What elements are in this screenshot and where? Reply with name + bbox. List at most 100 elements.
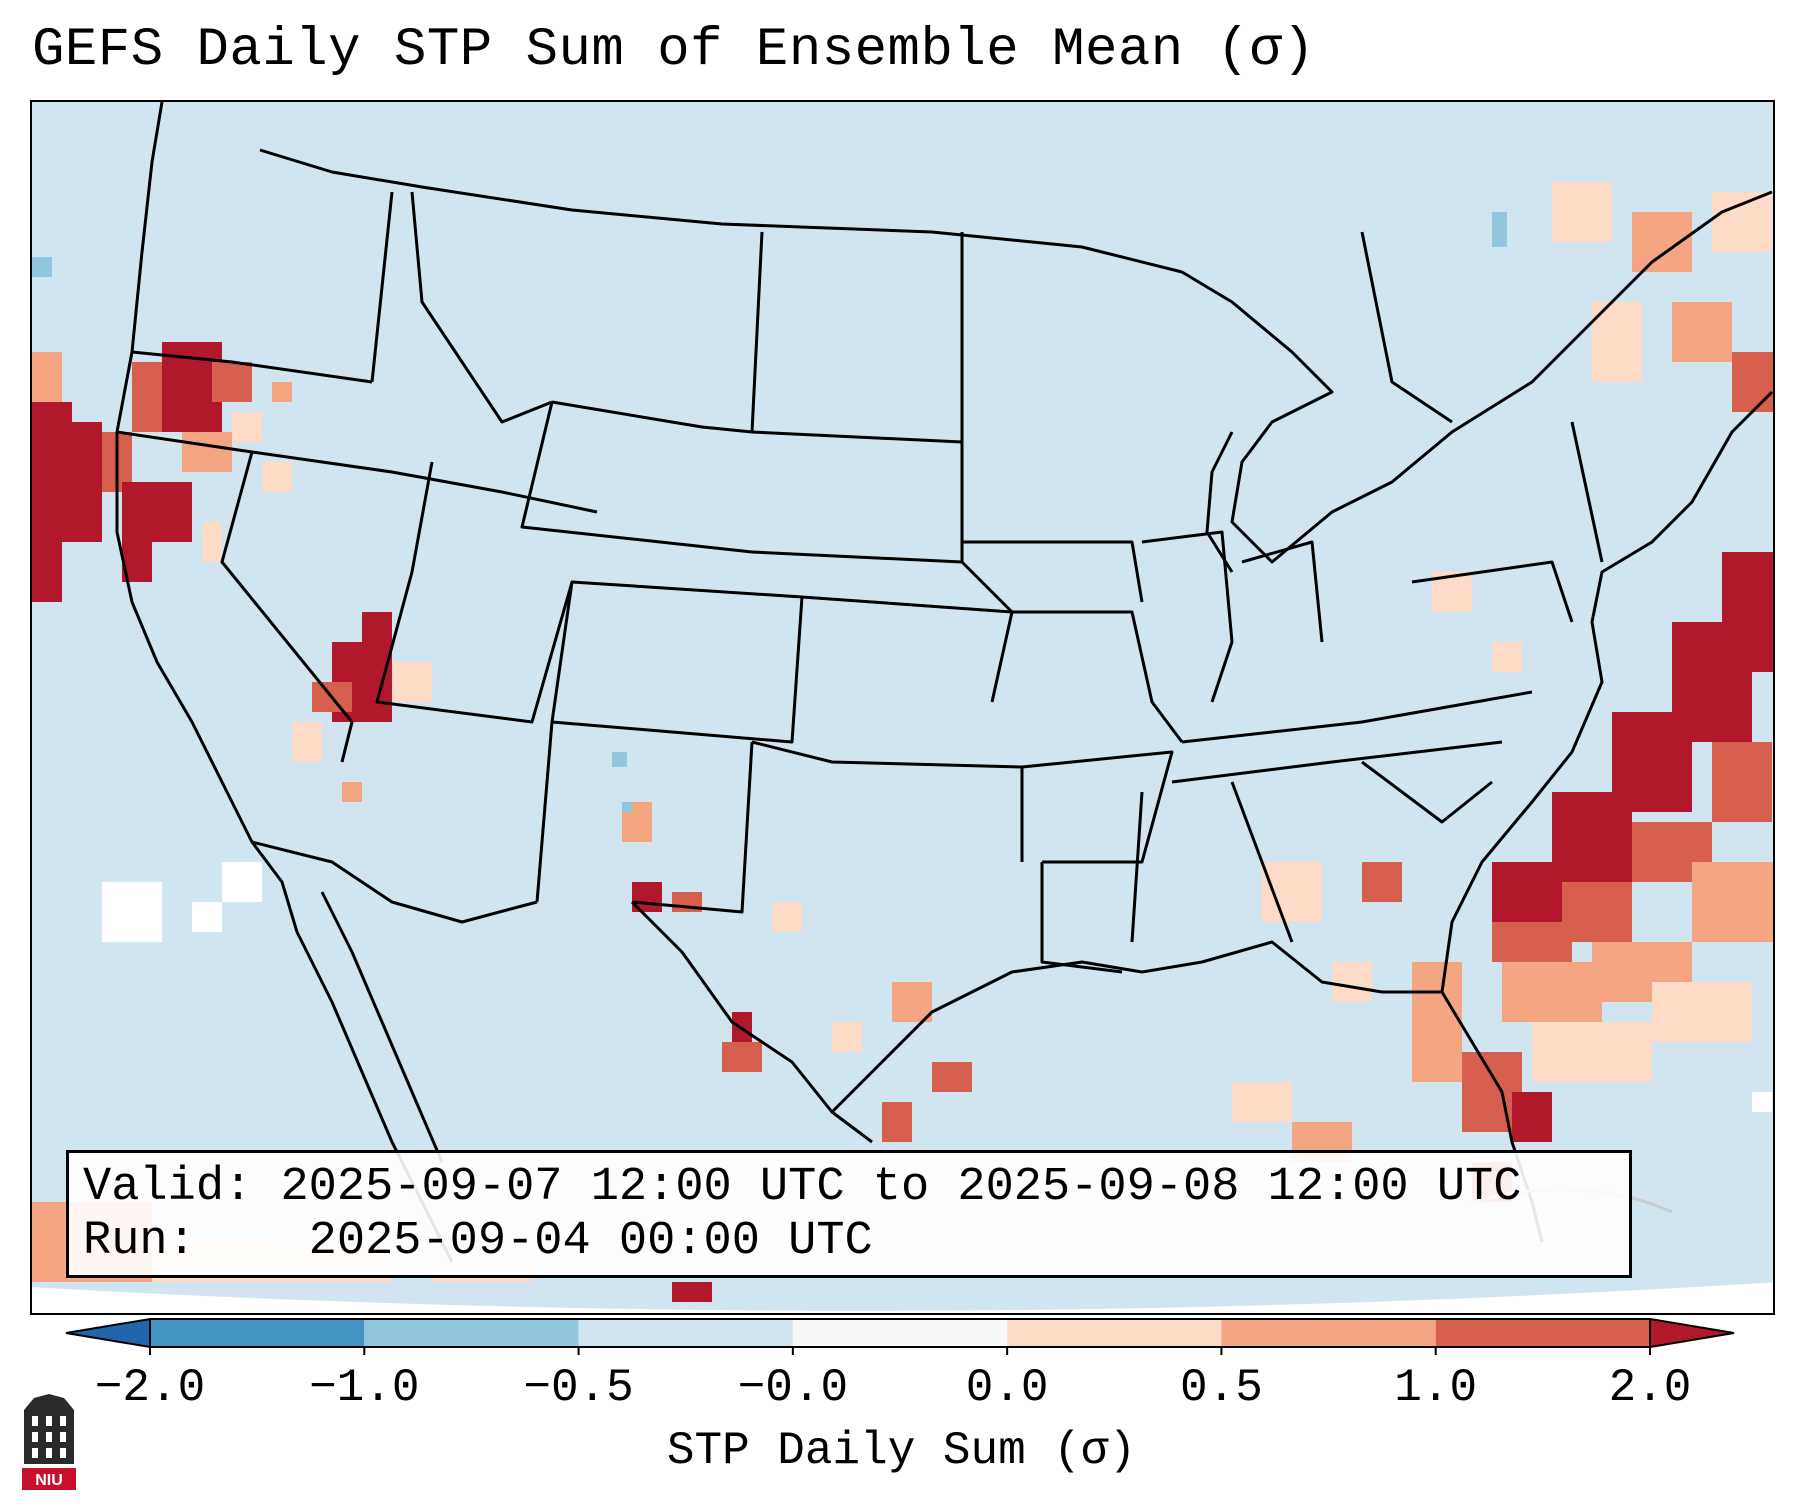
mt-nd-border	[750, 231, 764, 433]
anomaly-cell	[292, 722, 322, 762]
svg-text:NIU: NIU	[35, 1472, 63, 1489]
anomaly-cell	[772, 902, 802, 932]
anomaly-cell	[392, 662, 432, 702]
anomaly-cell	[672, 1282, 712, 1302]
map-domain	[32, 102, 1773, 1311]
mo-border	[1012, 610, 1184, 743]
anomaly-cell	[1492, 232, 1507, 247]
anomaly-cell	[1492, 922, 1572, 962]
anomaly-cell	[1752, 1092, 1772, 1112]
chart-title: GEFS Daily STP Sum of Ensemble Mean (σ)	[32, 20, 1316, 81]
al-ga-border	[1230, 781, 1294, 943]
tn-ky-border	[1181, 690, 1533, 744]
anomaly-cell	[1652, 982, 1752, 1042]
quebec-border	[1360, 231, 1453, 424]
sc-border	[1361, 760, 1493, 824]
atlantic-coastline	[1440, 390, 1773, 993]
anomaly-cell	[262, 462, 292, 492]
anomaly-cell	[62, 422, 102, 542]
wa-id-border	[370, 191, 394, 383]
anomaly-cell	[832, 1022, 862, 1052]
lake-michigan	[1205, 431, 1234, 573]
anomaly-cell	[1692, 862, 1773, 942]
colorbar-frame	[149, 1318, 1651, 1348]
colorbar-bin	[578, 1319, 793, 1347]
anomaly-cell	[1502, 962, 1602, 1022]
az-nm-border	[535, 721, 554, 903]
colorbar-under-arrow	[65, 1317, 151, 1349]
ms-al-border	[1130, 791, 1144, 943]
anomaly-cell	[272, 382, 292, 402]
anomaly-cell	[1722, 552, 1773, 672]
colorbar-tick-label: −2.0	[94, 1362, 206, 1414]
anomaly-cell	[102, 882, 162, 942]
valid-value: 2025-09-07 12:00 UTC to 2025-09-08 12:00…	[280, 1161, 1522, 1214]
anomaly-cell	[222, 862, 262, 902]
colorbar-bin	[364, 1319, 579, 1347]
anomaly-cell	[32, 257, 52, 277]
nc-tn-border	[1171, 740, 1503, 784]
map-panel	[30, 100, 1775, 1315]
anomaly-cell	[1492, 642, 1522, 672]
co-border	[550, 580, 804, 744]
colorbar-bin	[150, 1319, 365, 1347]
colorbar-tick-label: 0.0	[965, 1362, 1049, 1414]
id-mt-border	[410, 191, 553, 424]
anomaly-cell	[1562, 882, 1632, 942]
ia-border	[962, 540, 1144, 603]
anomaly-cell	[212, 362, 252, 402]
colorbar-bin	[1221, 1319, 1436, 1347]
colorbar-tick-label: −0.5	[523, 1362, 634, 1414]
ca-nv-border	[220, 451, 354, 763]
wy-border	[520, 401, 753, 554]
stp-anomaly-cells	[32, 182, 1773, 1302]
anomaly-cell	[1552, 182, 1612, 242]
wa-or-border	[131, 350, 373, 384]
anomaly-cell	[362, 612, 392, 642]
pa-ny-border	[1411, 560, 1574, 623]
anomaly-cell	[1362, 862, 1402, 902]
il-in-border	[1141, 530, 1234, 703]
colorbar-tick-label: 0.5	[1180, 1362, 1263, 1414]
anomaly-cell	[722, 1042, 762, 1072]
canada-us-border	[259, 148, 1183, 274]
tx-border	[630, 900, 873, 1144]
anomaly-cell	[932, 1062, 972, 1092]
anomaly-cell	[192, 902, 222, 932]
new-england-border	[1570, 421, 1604, 563]
map-canvas	[32, 102, 1773, 1311]
anomaly-cell	[892, 982, 932, 1022]
anomaly-cell	[232, 412, 262, 442]
ar-border	[1021, 750, 1174, 864]
gulf-coastline	[830, 940, 1442, 1114]
anomaly-cell	[1672, 302, 1732, 362]
anomaly-cell	[1232, 1082, 1292, 1122]
valid-label: Valid:	[83, 1161, 253, 1214]
la-ms-border	[1040, 862, 1123, 974]
colorbar-bin	[1007, 1319, 1222, 1347]
colorbar-tick-label: −0.0	[737, 1362, 849, 1414]
colorbar-tick-label: 1.0	[1394, 1362, 1478, 1414]
colorbar-svg	[65, 1317, 1735, 1355]
colorbar-tick-label: −1.0	[309, 1362, 420, 1414]
az-mexico-border	[251, 840, 538, 924]
run-value: 2025-09-04 00:00 UTC	[308, 1215, 873, 1268]
ut-border	[375, 461, 574, 724]
colorbar-label: STP Daily Sum (σ)	[666, 1425, 1137, 1477]
niu-logo: NIU	[18, 1392, 80, 1494]
anomaly-cell	[1262, 862, 1322, 922]
run-label: Run:	[83, 1215, 196, 1268]
nm-tx-border	[631, 741, 754, 914]
anomaly-cell	[1532, 1022, 1652, 1082]
anomaly-cell	[1332, 962, 1372, 1002]
anomaly-cell	[202, 522, 222, 562]
anomaly-cell	[182, 432, 232, 472]
anomaly-cell	[1412, 962, 1462, 1082]
anomaly-cell	[1712, 742, 1772, 822]
anomaly-cell	[1492, 212, 1507, 232]
anomaly-cell	[122, 482, 152, 582]
anomaly-cell	[612, 752, 627, 767]
mt-north-south	[551, 400, 753, 434]
gulf-of-california	[320, 891, 444, 1163]
anomaly-cell	[1632, 212, 1692, 272]
